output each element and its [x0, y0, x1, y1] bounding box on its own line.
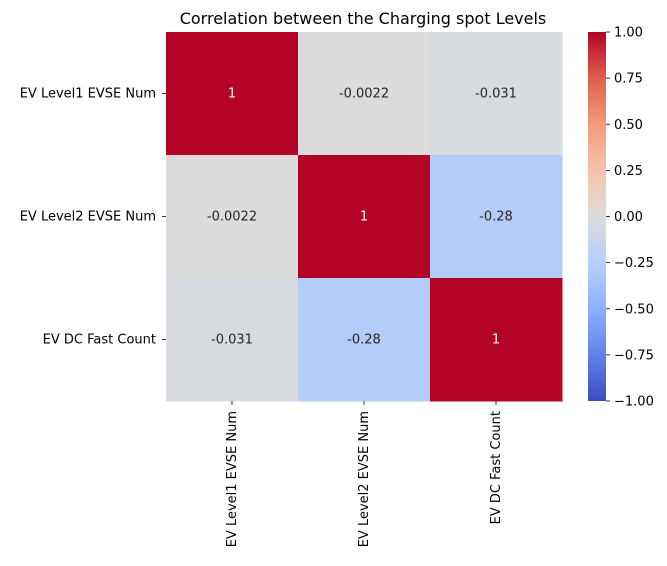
- cell-annotation-r2-c1: -0.28: [347, 333, 381, 348]
- cell-annotation-r0-c2: -0.031: [475, 87, 517, 102]
- heatmap-cell-r0-c2: [430, 32, 563, 156]
- heatmap-cell-r0-c1: [298, 32, 431, 156]
- colorbar-tick-label-6: −0.50: [614, 302, 654, 317]
- colorbar-tick-label-3: 0.25: [614, 164, 643, 179]
- heatmap-cell-r0-c0: [166, 32, 299, 156]
- heatmap-cell-r2-c2: [430, 278, 563, 402]
- heatmap-cell-r1-c0: [166, 155, 299, 279]
- colorbar-tick-label-8: −1.00: [614, 395, 654, 410]
- heatmap-cells: [166, 32, 563, 402]
- heatmap-cell-r1-c1: [298, 155, 431, 279]
- column-tick-label-1: EV Level2 EVSE Num: [357, 411, 372, 547]
- colorbar: 1.00 0.75 0.50 0.25 0.00 −0.25 −0.50 −0.75 −1.00: [588, 26, 654, 410]
- cell-annotation-r0-c0: 1: [228, 87, 236, 102]
- row-tick-labels: EV Level1 EVSE Num EV Level2 EVSE Num EV D…: [20, 87, 166, 348]
- column-tick-label-2: EV DC Fast Count: [489, 411, 504, 524]
- column-tick-label-0: EV Level1 EVSE Num: [225, 411, 240, 547]
- cell-annotation-r1-c2: -0.28: [479, 210, 513, 225]
- colorbar-tick-label-1: 0.75: [614, 72, 643, 87]
- cell-annotation-r2-c0: -0.031: [211, 333, 253, 348]
- cell-annotation-r1-c0: -0.0022: [207, 210, 257, 225]
- colorbar-tick-label-7: −0.75: [614, 348, 654, 363]
- cell-annotation-r2-c2: 1: [492, 333, 500, 348]
- column-tick-labels: EV Level1 EVSE Num EV Level2 EVSE Num EV D…: [225, 401, 504, 547]
- cell-annotations: 1 -0.0022 -0.031 -0.0022 1 -0.28 -0.031 -0.28 1: [207, 87, 517, 348]
- row-tick-label-0: EV Level1 EVSE Num: [20, 87, 156, 102]
- colorbar-tick-label-4: 0.00: [614, 210, 643, 225]
- chart-title: Correlation between the Charging spot Le…: [180, 9, 547, 28]
- row-tick-label-1: EV Level2 EVSE Num: [20, 210, 156, 225]
- colorbar-gradient: [588, 32, 606, 401]
- heatmap-cell-r2-c0: [166, 278, 299, 402]
- cell-annotation-r1-c1: 1: [360, 210, 368, 225]
- colorbar-tick-label-2: 0.50: [614, 118, 643, 133]
- row-tick-label-2: EV DC Fast Count: [43, 333, 156, 348]
- heatmap-cell-r1-c2: [430, 155, 563, 279]
- cell-annotation-r0-c1: -0.0022: [339, 87, 389, 102]
- heatmap-cell-r2-c1: [298, 278, 431, 402]
- colorbar-tick-label-5: −0.25: [614, 256, 654, 271]
- colorbar-tick-label-0: 1.00: [614, 26, 643, 41]
